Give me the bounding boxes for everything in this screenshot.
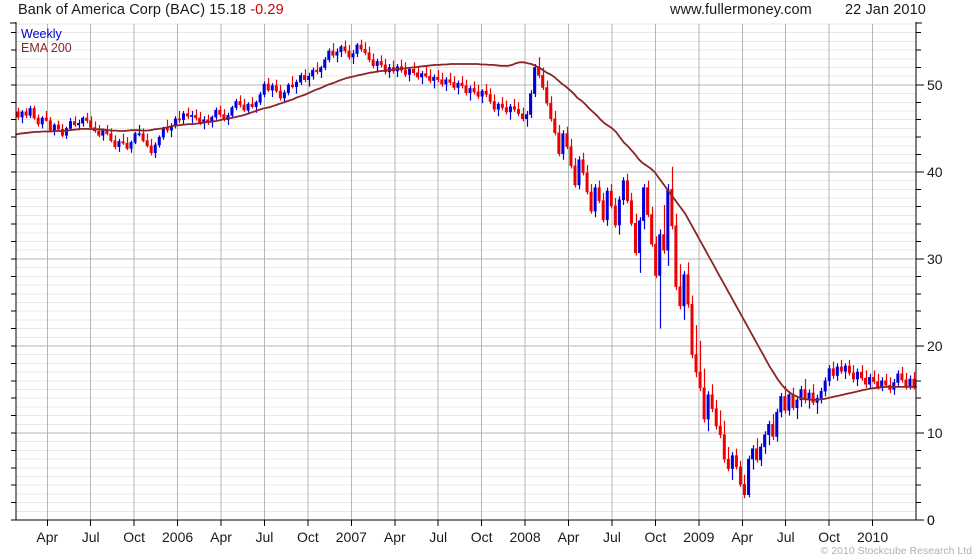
axis-lines (10, 22, 924, 526)
x-axis-tick-labels: Apr Jul Oct 2006 Apr Jul Oct 2007 Apr Jul Oct 2008 A… (36, 529, 888, 545)
y-tick-0: 0 (927, 512, 935, 528)
x-tick-2009: 2009 (683, 529, 714, 545)
x-tick-Jul: Jul (256, 529, 274, 545)
x-tick-2008: 2008 (509, 529, 540, 545)
x-tick-Apr: Apr (384, 529, 406, 545)
x-tick-Oct: Oct (297, 529, 319, 545)
x-tick-Jul: Jul (603, 529, 621, 545)
chart-title: Bank of America Corp (BAC) 15.18 -0.29 (18, 2, 284, 18)
x-tick-Jul: Jul (777, 529, 795, 545)
ema200-line (15, 61, 917, 401)
copyright-label: © 2010 Stockcube Research Ltd (820, 545, 972, 557)
chart-title-change: -0.29 (250, 2, 284, 18)
y-tick-20: 20 (927, 338, 943, 354)
x-tick-Jul: Jul (82, 529, 100, 545)
x-tick-2006: 2006 (162, 529, 193, 545)
chart-title-main: Bank of America Corp (BAC) 15.18 (18, 2, 247, 18)
quote-date-label: 22 Jan 2010 (845, 2, 926, 18)
x-tick-Apr: Apr (36, 529, 58, 545)
candlestick-series (16, 39, 916, 499)
y-tick-0: 0 (927, 512, 935, 528)
y-tick-10: 10 (927, 425, 943, 441)
minor-gridlines (16, 23, 916, 521)
x-tick-Apr: Apr (210, 529, 232, 545)
x-tick-Apr: Apr (558, 529, 580, 545)
y-tick-40: 40 (927, 164, 943, 180)
x-tick-Oct: Oct (644, 529, 666, 545)
x-tick-Jul: Jul (429, 529, 447, 545)
x-tick-Oct: Oct (123, 529, 145, 545)
x-tick-Oct: Oct (818, 529, 840, 545)
x-tick-2007: 2007 (336, 529, 367, 545)
site-url-label: www.fullermoney.com (670, 2, 812, 18)
y-tick-50: 50 (927, 77, 943, 93)
y-tick-30: 30 (927, 251, 943, 267)
x-tick-Apr: Apr (731, 529, 753, 545)
x-tick-Oct: Oct (471, 529, 493, 545)
vertical-gridlines (46, 24, 874, 520)
x-tick-2010: 2010 (857, 529, 888, 545)
